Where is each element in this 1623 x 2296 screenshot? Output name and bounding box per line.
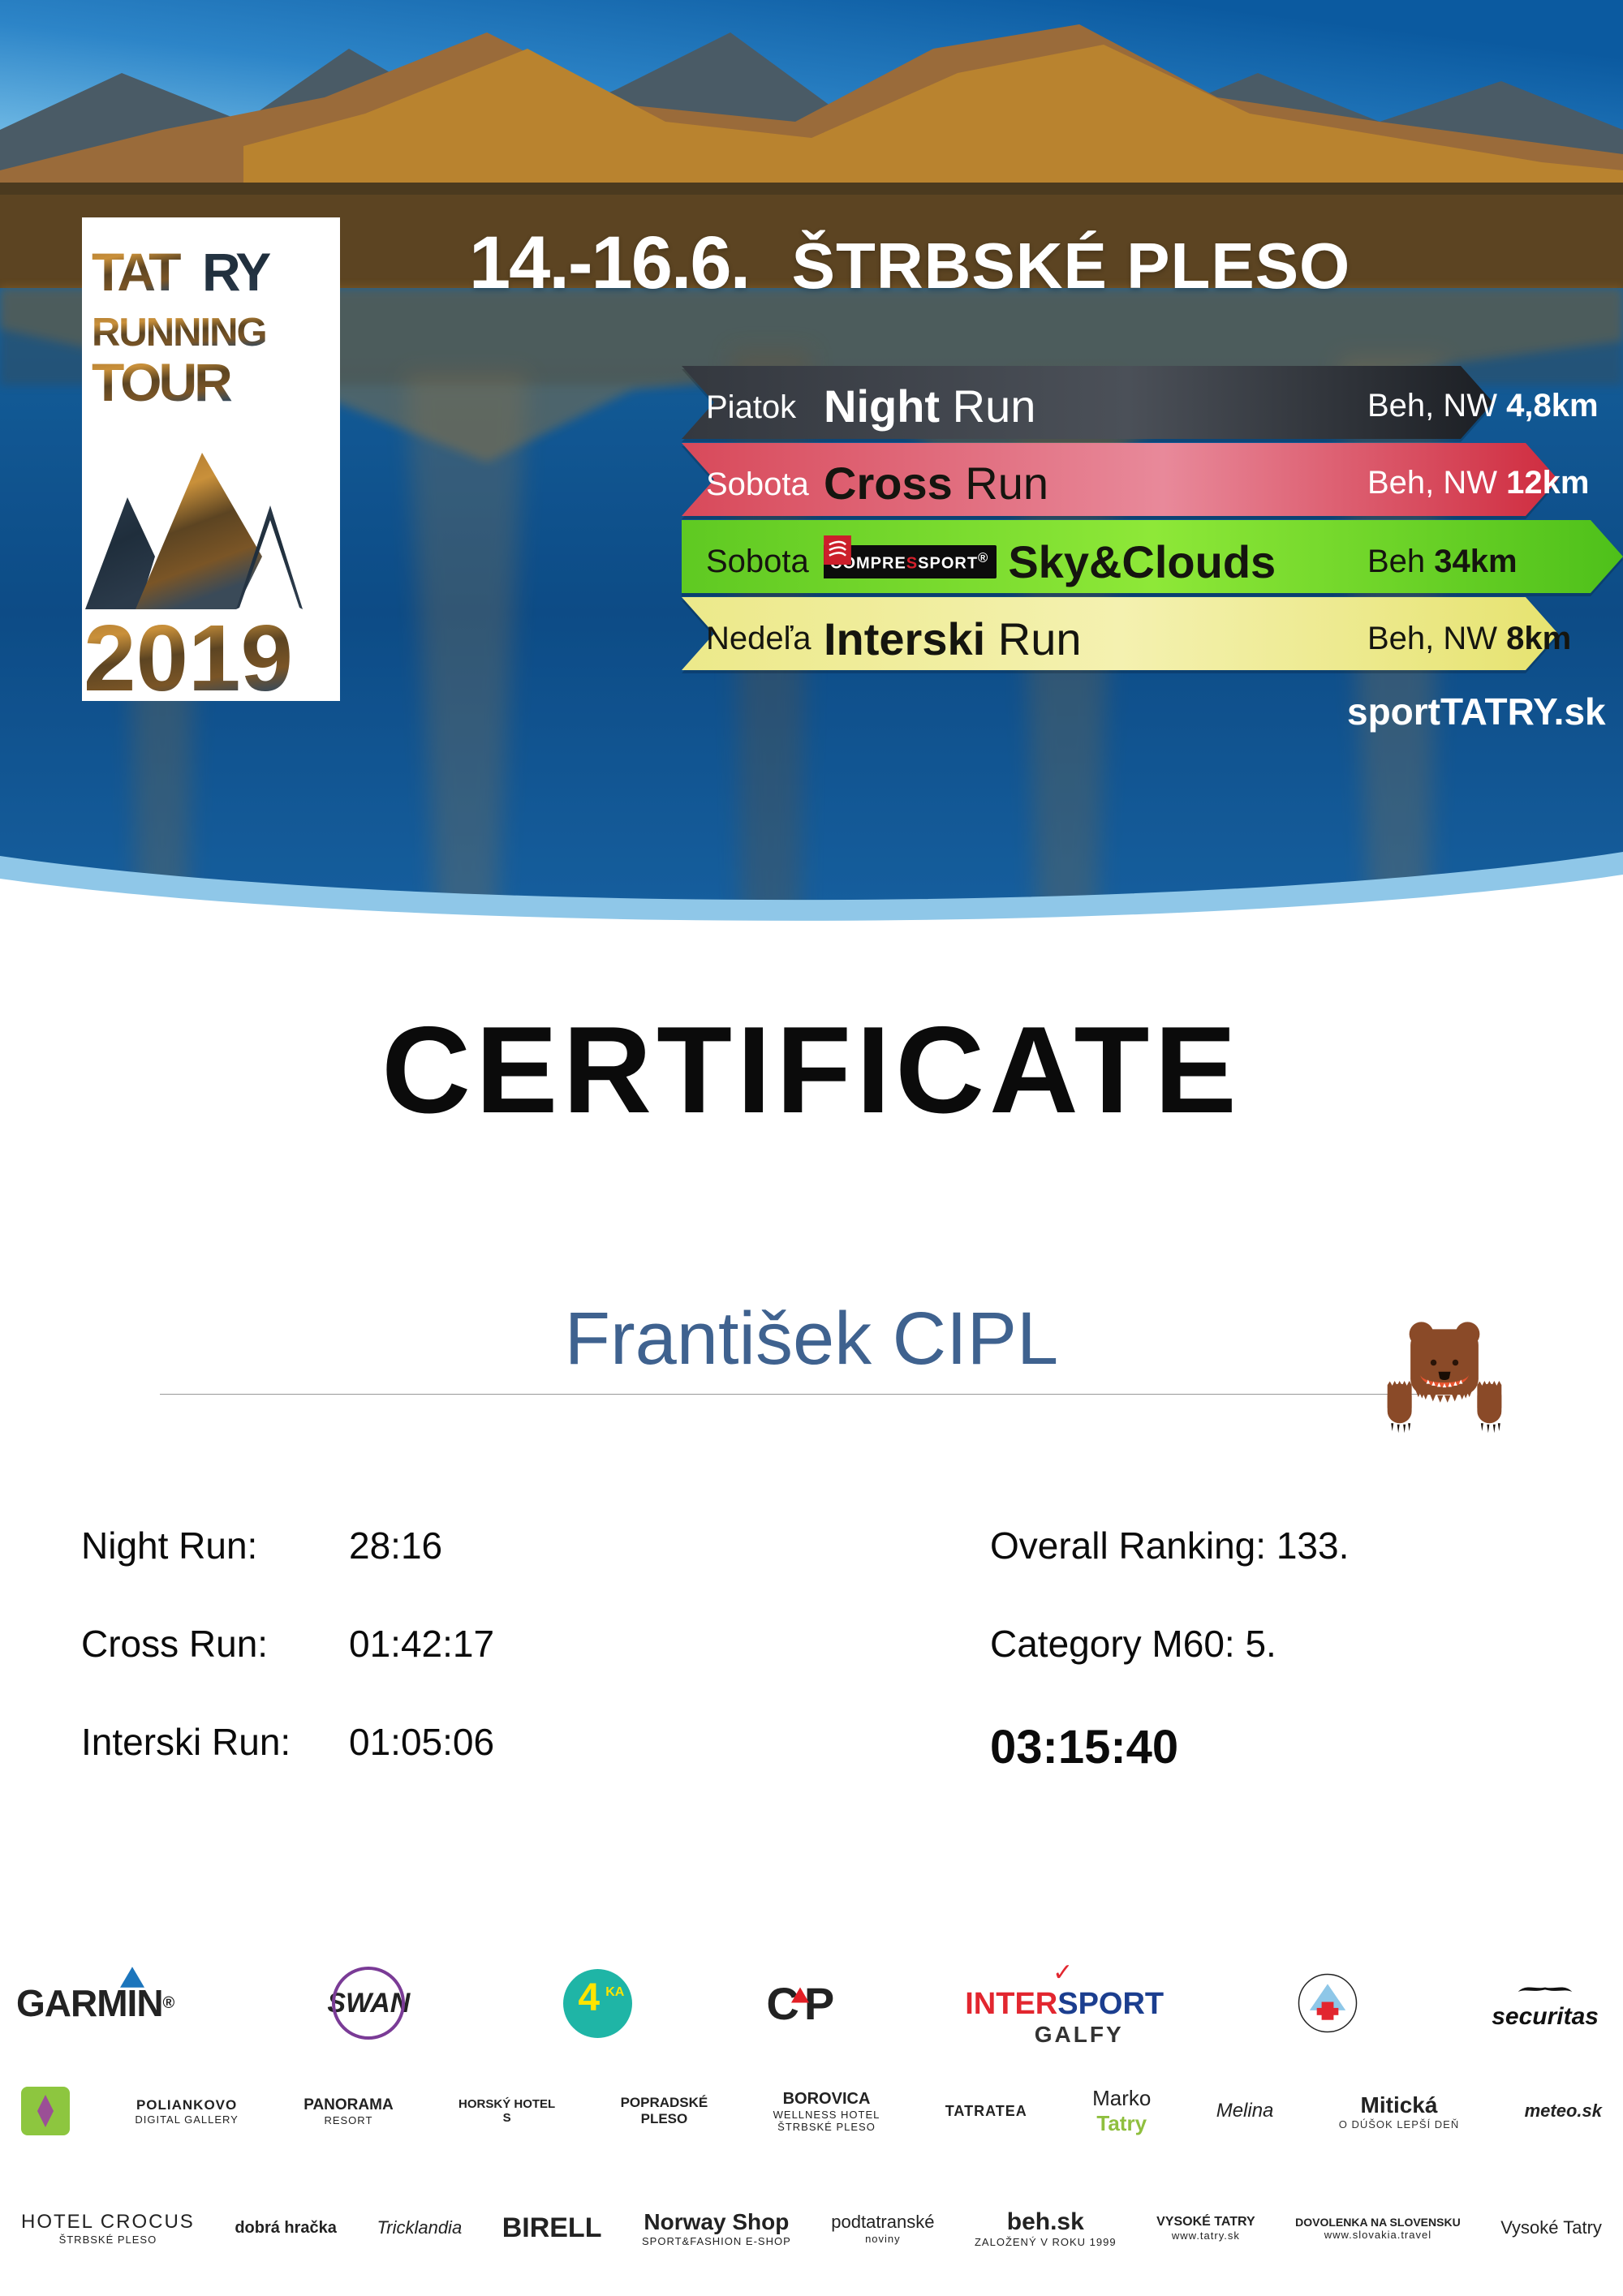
svg-text:RUNNING: RUNNING (92, 311, 266, 355)
svg-text:TAT: TAT (92, 242, 181, 302)
svg-text:2019: 2019 (84, 605, 293, 701)
svg-text:RY: RY (202, 242, 270, 302)
svg-text:TOUR: TOUR (92, 352, 232, 412)
